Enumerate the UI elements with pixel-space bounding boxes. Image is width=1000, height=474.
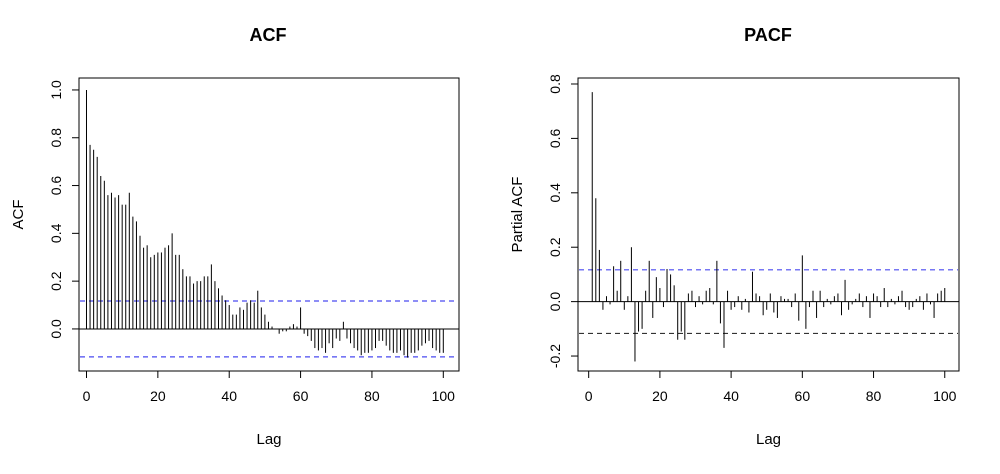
x-tick-label: 20 [150, 388, 166, 404]
y-tick-label: 0.2 [547, 237, 563, 257]
x-tick-label: 40 [723, 388, 739, 404]
y-axis-label: ACF [10, 200, 27, 230]
y-axis-label: Partial ACF [509, 177, 526, 253]
plot-frame [577, 77, 960, 372]
chart-title: ACF [250, 25, 287, 45]
y-tick-label: 0.4 [547, 183, 563, 203]
y-tick-label: 0.6 [547, 128, 563, 148]
plot-frame [78, 77, 460, 372]
x-axis-label: Lag [756, 431, 781, 448]
x-tick-label: 60 [293, 388, 309, 404]
y-tick-label: -0.2 [547, 344, 563, 368]
x-tick-label: 80 [364, 388, 380, 404]
y-tick-label: 0.0 [48, 319, 64, 339]
y-tick-label: 0.8 [48, 128, 64, 148]
x-tick-label: 0 [83, 388, 91, 404]
x-tick-label: 100 [432, 388, 456, 404]
y-tick-label: 0.8 [547, 74, 563, 94]
x-tick-label: 80 [866, 388, 882, 404]
acf-panel: ACF 0 20 40 60 80 100 0.0 0.2 0.4 0.6 0.8 1.0 Lag ACF [10, 25, 460, 448]
x-tick-label: 40 [221, 388, 237, 404]
x-tick-label: 0 [585, 388, 593, 404]
y-tick-label: 0.2 [48, 271, 64, 291]
y-tick-label: 0.4 [48, 223, 64, 243]
y-tick-label: 1.0 [48, 80, 64, 100]
y-tick-label: 0.0 [547, 292, 563, 312]
pacf-panel: PACF 0 20 40 60 80 100 -0.2 0.0 0.2 0.4 0.6 0.8 Lag Pa… [509, 25, 960, 448]
x-tick-label: 60 [795, 388, 811, 404]
chart-title: PACF [744, 25, 792, 45]
y-tick-label: 0.6 [48, 176, 64, 196]
x-tick-label: 20 [652, 388, 668, 404]
x-axis-label: Lag [256, 431, 281, 448]
x-tick-label: 100 [933, 388, 957, 404]
